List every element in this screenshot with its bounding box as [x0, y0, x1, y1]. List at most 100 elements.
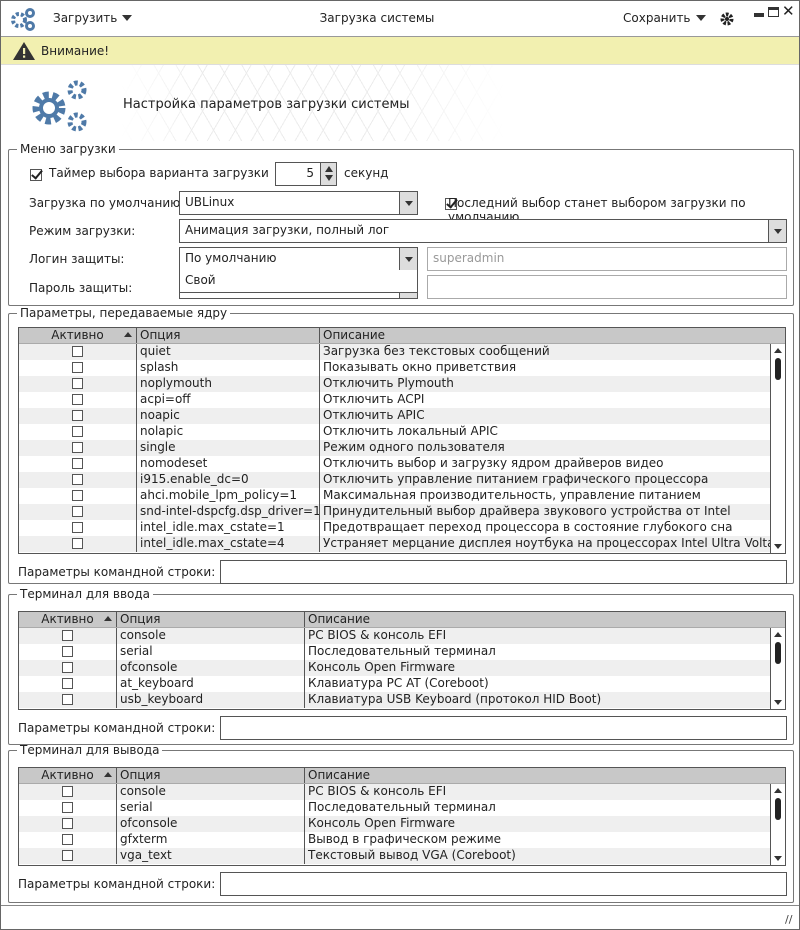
description-cell: Клавиатура USB Keyboard (протокол HID Bo… [308, 692, 602, 706]
active-checkbox[interactable] [72, 522, 83, 533]
scroll-thumb[interactable] [775, 358, 781, 380]
active-checkbox[interactable] [62, 850, 73, 861]
table-row[interactable]: vga_text Текстовый вывод VGA (Coreboot) [19, 848, 785, 864]
scroll-up-icon[interactable] [774, 788, 782, 793]
column-header[interactable]: Активно [19, 768, 117, 783]
warning-bar: Внимание! [1, 37, 799, 65]
load-menu-button[interactable]: Загрузить [53, 11, 133, 26]
table-row[interactable]: intel_idle.max_cstate=4 Устраняет мерцани… [19, 536, 785, 552]
active-checkbox[interactable] [62, 694, 73, 705]
active-checkbox[interactable] [72, 362, 83, 373]
spin-arrows-icon[interactable] [320, 163, 336, 185]
active-checkbox[interactable] [62, 818, 73, 829]
default-boot-combo[interactable]: UBLinux [179, 191, 418, 215]
scroll-up-icon[interactable] [774, 632, 782, 637]
scroll-thumb[interactable] [775, 798, 781, 820]
active-checkbox[interactable] [62, 802, 73, 813]
chevron-down-icon[interactable] [399, 248, 417, 270]
table-row[interactable]: console PC BIOS & консоль EFI [19, 784, 785, 800]
kernel-table[interactable]: Активно Опция Описание quiet Загрузка без те… [18, 327, 786, 554]
active-checkbox[interactable] [62, 678, 73, 689]
password-input[interactable] [427, 275, 787, 299]
table-row[interactable]: ofconsole Консоль Open Firmware [19, 660, 785, 676]
column-header[interactable]: Опция [117, 768, 305, 783]
active-checkbox[interactable] [62, 662, 73, 673]
table-row[interactable]: serial Последовательный терминал [19, 800, 785, 816]
sort-ascending-icon [104, 616, 112, 621]
table-row[interactable]: splash Показывать окно приветствия [19, 360, 785, 376]
table-row[interactable]: quiet Загрузка без текстовых сообщений [19, 344, 785, 360]
active-checkbox[interactable] [62, 630, 73, 641]
table-row[interactable]: serial Последовательный терминал [19, 644, 785, 660]
chevron-down-icon[interactable] [768, 220, 786, 242]
boot-mode-combo[interactable]: Анимация загрузки, полный лог [179, 219, 787, 243]
last-choice-checkbox[interactable] [444, 197, 457, 210]
column-header[interactable]: Активно [19, 328, 137, 343]
scroll-down-icon[interactable] [774, 544, 782, 549]
table-row[interactable]: ahci.mobile_lpm_policy=1 Максимальная про… [19, 488, 785, 504]
table-row[interactable]: noapic Отключить APIC [19, 408, 785, 424]
timer-spinbox[interactable]: 5 [275, 162, 337, 186]
active-checkbox[interactable] [72, 394, 83, 405]
table-row[interactable]: nolapic Отключить локальный APIC [19, 424, 785, 440]
active-checkbox[interactable] [72, 378, 83, 389]
table-row[interactable]: snd-intel-dspcfg.dsp_driver=1 Принудитель… [19, 504, 785, 520]
close-button[interactable]: ✕ [782, 2, 795, 20]
login-combo[interactable]: По умолчанию [179, 247, 418, 271]
cmdline-input[interactable] [220, 716, 787, 740]
column-header[interactable]: Опция [137, 328, 320, 343]
gear-icon[interactable] [720, 12, 734, 26]
active-checkbox[interactable] [72, 346, 83, 357]
chevron-down-icon[interactable] [399, 192, 417, 214]
active-cell [19, 376, 137, 392]
table-row[interactable]: ofconsole Консоль Open Firmware [19, 816, 785, 832]
active-checkbox[interactable] [72, 506, 83, 517]
active-checkbox[interactable] [72, 458, 83, 469]
option-cell: noplymouth [137, 376, 320, 392]
column-header[interactable]: Активно [19, 612, 117, 627]
column-header[interactable]: Описание [305, 612, 770, 627]
active-checkbox[interactable] [72, 538, 83, 549]
scroll-down-icon[interactable] [774, 700, 782, 705]
minimize-button[interactable] [754, 13, 764, 17]
table-row[interactable]: gfxterm Вывод в графическом режиме [19, 832, 785, 848]
resize-grip-icon[interactable]: // [785, 913, 793, 926]
login-dropdown-option[interactable]: Свой [179, 270, 418, 293]
timer-checkbox[interactable] [30, 168, 42, 181]
active-checkbox[interactable] [62, 786, 73, 797]
cmdline-input[interactable] [220, 560, 787, 584]
column-header[interactable]: Описание [305, 768, 770, 783]
option-cell: acpi=off [137, 392, 320, 408]
scroll-down-icon[interactable] [774, 856, 782, 861]
scrollbar[interactable] [770, 628, 785, 709]
scrollbar[interactable] [770, 344, 785, 553]
active-checkbox[interactable] [72, 410, 83, 421]
maximize-button[interactable] [768, 7, 779, 17]
save-menu-button[interactable]: Сохранить [623, 11, 706, 26]
login-input[interactable]: superadmin [427, 247, 787, 271]
term_in-table[interactable]: Активно Опция Описание console PC BIOS & кон… [18, 611, 786, 710]
active-checkbox[interactable] [72, 474, 83, 485]
login-label: Логин защиты: [29, 252, 125, 266]
table-row[interactable]: usb_keyboard Клавиатура USB Keyboard (про… [19, 692, 785, 708]
table-row[interactable]: single Режим одного пользователя [19, 440, 785, 456]
scroll-up-icon[interactable] [774, 348, 782, 353]
cmdline-input[interactable] [220, 872, 787, 896]
column-header[interactable]: Опция [117, 612, 305, 627]
active-checkbox[interactable] [62, 646, 73, 657]
table-row[interactable]: i915.enable_dc=0 Отключить управление пит… [19, 472, 785, 488]
table-row[interactable]: acpi=off Отключить ACPI [19, 392, 785, 408]
table-row[interactable]: intel_idle.max_cstate=1 Предотвращает пер… [19, 520, 785, 536]
table-row[interactable]: console PC BIOS & консоль EFI [19, 628, 785, 644]
active-checkbox[interactable] [62, 834, 73, 845]
scroll-thumb[interactable] [775, 642, 781, 664]
active-checkbox[interactable] [72, 442, 83, 453]
table-row[interactable]: noplymouth Отключить Plymouth [19, 376, 785, 392]
column-header[interactable]: Описание [320, 328, 770, 343]
table-row[interactable]: at_keyboard Клавиатура PC AT (Coreboot) [19, 676, 785, 692]
term_out-table[interactable]: Активно Опция Описание console PC BIOS & кон… [18, 767, 786, 866]
scrollbar[interactable] [770, 784, 785, 865]
active-checkbox[interactable] [72, 490, 83, 501]
active-checkbox[interactable] [72, 426, 83, 437]
table-row[interactable]: nomodeset Отключить выбор и загрузку ядро… [19, 456, 785, 472]
